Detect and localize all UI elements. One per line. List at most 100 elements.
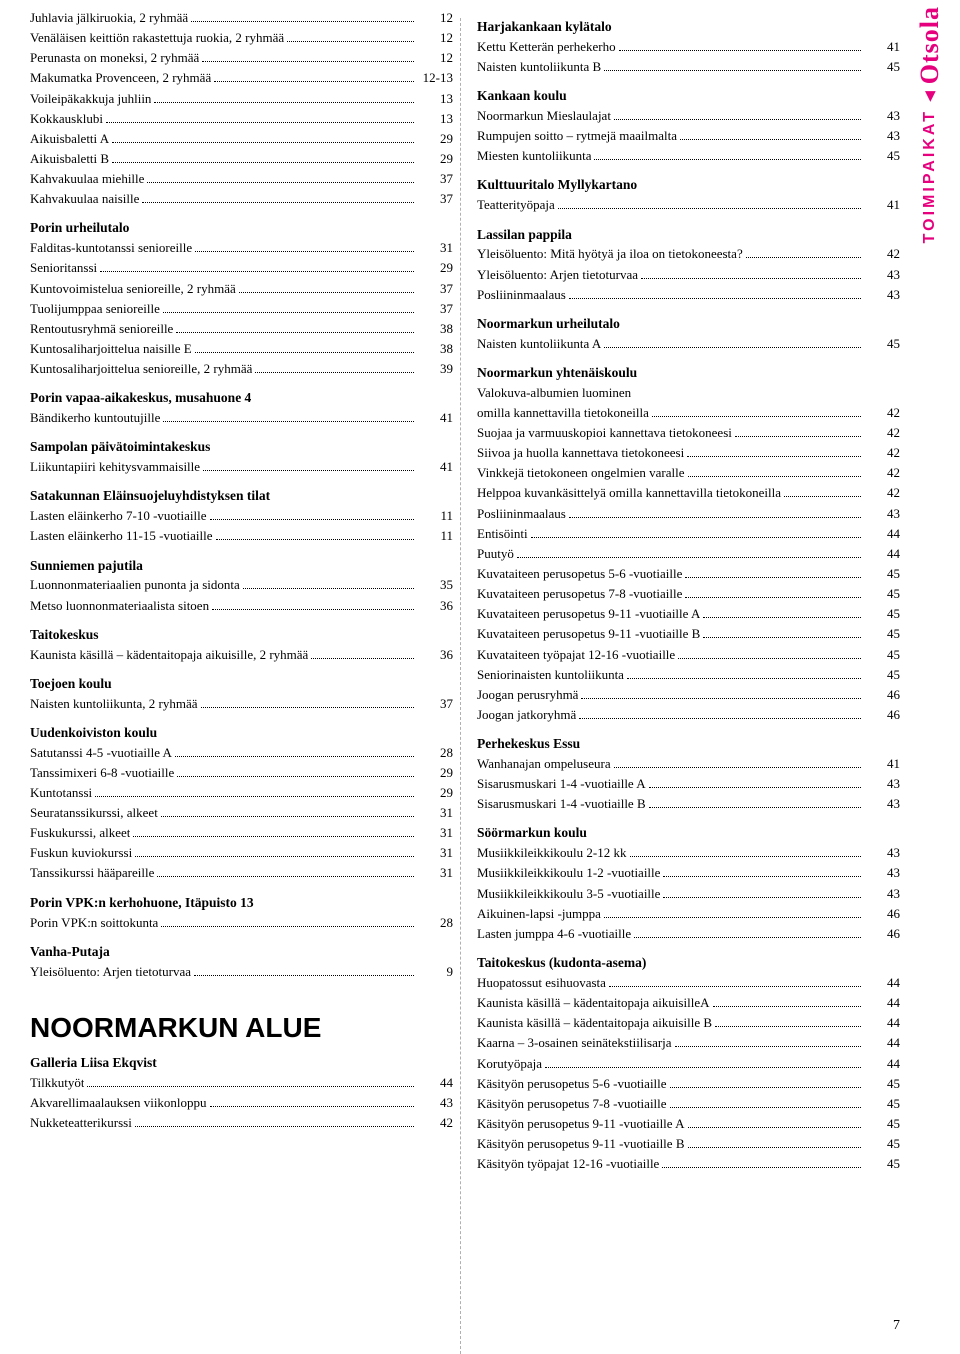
entry-label: Musiikkileikkikoulu 1-2 -vuotiaille bbox=[477, 863, 660, 883]
section-heading: Noormarkun yhtenäiskoulu bbox=[477, 364, 900, 383]
leader-dots bbox=[558, 198, 861, 209]
entry-label: Fuskun kuviokurssi bbox=[30, 843, 132, 863]
entry-page: 41 bbox=[864, 195, 900, 215]
leader-dots bbox=[604, 906, 861, 917]
entry-page: 36 bbox=[417, 596, 453, 616]
leader-dots bbox=[135, 1115, 414, 1126]
leader-dots bbox=[194, 964, 414, 975]
leader-dots bbox=[210, 509, 414, 520]
leader-dots bbox=[649, 797, 861, 808]
entry-page: 45 bbox=[864, 1154, 900, 1174]
toc-entry: Fuskukurssi, alkeet31 bbox=[30, 823, 453, 843]
toc-entry: Miesten kuntoliikunta45 bbox=[477, 146, 900, 166]
toc-entry: Kaunista käsillä – kädentaitopaja aikuis… bbox=[477, 1013, 900, 1033]
toc-entry: Kokkausklubi13 bbox=[30, 109, 453, 129]
entry-page: 43 bbox=[864, 504, 900, 524]
leader-dots bbox=[163, 411, 414, 422]
leader-dots bbox=[112, 131, 414, 142]
leader-dots bbox=[133, 826, 414, 837]
toc-entry: Entisöinti44 bbox=[477, 524, 900, 544]
toc-entry: Kuvataiteen perusopetus 5-6 -vuotiaille4… bbox=[477, 564, 900, 584]
entry-page: 45 bbox=[864, 1114, 900, 1134]
leader-dots bbox=[163, 301, 414, 312]
entry-label: Rentoutusryhmä senioreille bbox=[30, 319, 173, 339]
entry-label: Aikuisbaletti A bbox=[30, 129, 109, 149]
entry-page: 41 bbox=[864, 754, 900, 774]
entry-page: 45 bbox=[864, 1074, 900, 1094]
entry-label: Huopatossut esihuovasta bbox=[477, 973, 606, 993]
entry-page: 43 bbox=[864, 774, 900, 794]
toc-entry: Käsityön työpajat 12-16 -vuotiaille 45 bbox=[477, 1154, 900, 1174]
area-heading: NOORMARKUN ALUE bbox=[30, 1012, 453, 1044]
toc-entry: Venäläisen keittiön rakastettuja ruokia,… bbox=[30, 28, 453, 48]
leader-dots bbox=[175, 745, 414, 756]
entry-label: Naisten kuntoliikunta, 2 ryhmää bbox=[30, 694, 198, 714]
toc-entry: Porin VPK:n soittokunta28 bbox=[30, 913, 453, 933]
entry-label: Miesten kuntoliikunta bbox=[477, 146, 591, 166]
toc-entry: Korutyöpaja44 bbox=[477, 1054, 900, 1074]
leader-dots bbox=[703, 607, 861, 618]
toc-entry: Musiikkileikkikoulu 1-2 -vuotiaille43 bbox=[477, 863, 900, 883]
leader-dots bbox=[662, 1157, 861, 1168]
entry-page: 45 bbox=[864, 645, 900, 665]
entry-label: Musiikkileikkikoulu 2-12 kk bbox=[477, 843, 627, 863]
entry-label: Perunasta on moneksi, 2 ryhmää bbox=[30, 48, 199, 68]
toc-entry: Teatterityöpaja 41 bbox=[477, 195, 900, 215]
entry-label: Naisten kuntoliikunta A bbox=[477, 334, 601, 354]
leader-dots bbox=[703, 627, 861, 638]
section-heading: Porin urheilutalo bbox=[30, 219, 453, 238]
entry-label: Sisarusmuskari 1-4 -vuotiaille B bbox=[477, 794, 646, 814]
leader-dots bbox=[630, 846, 862, 857]
entry-page: 31 bbox=[417, 863, 453, 883]
entry-page: 43 bbox=[864, 794, 900, 814]
section-heading: Söörmarkun koulu bbox=[477, 824, 900, 843]
leader-dots bbox=[203, 460, 414, 471]
toc-entry: Kuntosaliharjoittelua senioreille, 2 ryh… bbox=[30, 359, 453, 379]
entry-label: Juhlavia jälkiruokia, 2 ryhmää bbox=[30, 8, 188, 28]
entry-page: 36 bbox=[417, 645, 453, 665]
toc-entry: Juhlavia jälkiruokia, 2 ryhmää12 bbox=[30, 8, 453, 28]
left-column: Juhlavia jälkiruokia, 2 ryhmää12Venäläis… bbox=[30, 8, 461, 1174]
toc-entry: Kuvataiteen perusopetus 9-11 -vuotiaille… bbox=[477, 604, 900, 624]
entry-label: Kuvataiteen perusopetus 9-11 -vuotiaille… bbox=[477, 604, 700, 624]
entry-page: 38 bbox=[417, 339, 453, 359]
entry-label: Kettu Ketterän perhekerho bbox=[477, 37, 616, 57]
toc-entry: Musiikkileikkikoulu 3-5 -vuotiaille43 bbox=[477, 884, 900, 904]
toc-entry: Lasten jumppa 4-6 -vuotiaille46 bbox=[477, 924, 900, 944]
entry-page: 39 bbox=[417, 359, 453, 379]
entry-label: Akvarellimaalauksen viikonloppu bbox=[30, 1093, 207, 1113]
entry-page: 46 bbox=[864, 685, 900, 705]
entry-page: 11 bbox=[417, 506, 453, 526]
leader-dots bbox=[581, 687, 861, 698]
entry-page: 44 bbox=[864, 524, 900, 544]
section-label: TOIMIPAIKAT bbox=[921, 109, 939, 243]
entry-label: Liikuntapiiri kehitysvammaisille bbox=[30, 457, 200, 477]
entry-page: 29 bbox=[417, 149, 453, 169]
entry-label: Seniorinaisten kuntoliikunta bbox=[477, 665, 624, 685]
section-heading: Taitokeskus (kudonta-asema) bbox=[477, 954, 900, 973]
entry-label: Helppoa kuvankäsittelyä omilla kannettav… bbox=[477, 483, 781, 503]
toc-entry: Kuvataiteen perusopetus 7-8 -vuotiaille4… bbox=[477, 584, 900, 604]
section-heading: Porin VPK:n kerhohuone, Itäpuisto 13 bbox=[30, 894, 453, 913]
entry-label: Käsityön työpajat 12-16 -vuotiaille bbox=[477, 1154, 659, 1174]
entry-page: 37 bbox=[417, 279, 453, 299]
leader-dots bbox=[688, 1117, 862, 1128]
entry-label: Teatterityöpaja bbox=[477, 195, 555, 215]
entry-label: Kuvataiteen perusopetus 9-11 -vuotiaille… bbox=[477, 624, 700, 644]
entry-page: 45 bbox=[864, 624, 900, 644]
entry-label: Kuntosaliharjoittelua senioreille, 2 ryh… bbox=[30, 359, 252, 379]
section-heading: Toejoen koulu bbox=[30, 675, 453, 694]
entry-label: Kuntovoimistelua senioreille, 2 ryhmää bbox=[30, 279, 236, 299]
leader-dots bbox=[688, 466, 861, 477]
toc-entry: Perunasta on moneksi, 2 ryhmää12 bbox=[30, 48, 453, 68]
entry-page: 43 bbox=[864, 265, 900, 285]
leader-dots bbox=[594, 149, 861, 160]
toc-entry: Tanssimixeri 6-8 -vuotiaille29 bbox=[30, 763, 453, 783]
toc-entry: Kaarna – 3-osainen seinätekstiilisarja44 bbox=[477, 1033, 900, 1053]
toc-entry: Liikuntapiiri kehitysvammaisille41 bbox=[30, 457, 453, 477]
entry-page: 37 bbox=[417, 299, 453, 319]
leader-dots bbox=[177, 765, 414, 776]
leader-dots bbox=[157, 866, 414, 877]
entry-label: Seuratanssikurssi, alkeet bbox=[30, 803, 158, 823]
toc-entry: Kettu Ketterän perhekerho41 bbox=[477, 37, 900, 57]
